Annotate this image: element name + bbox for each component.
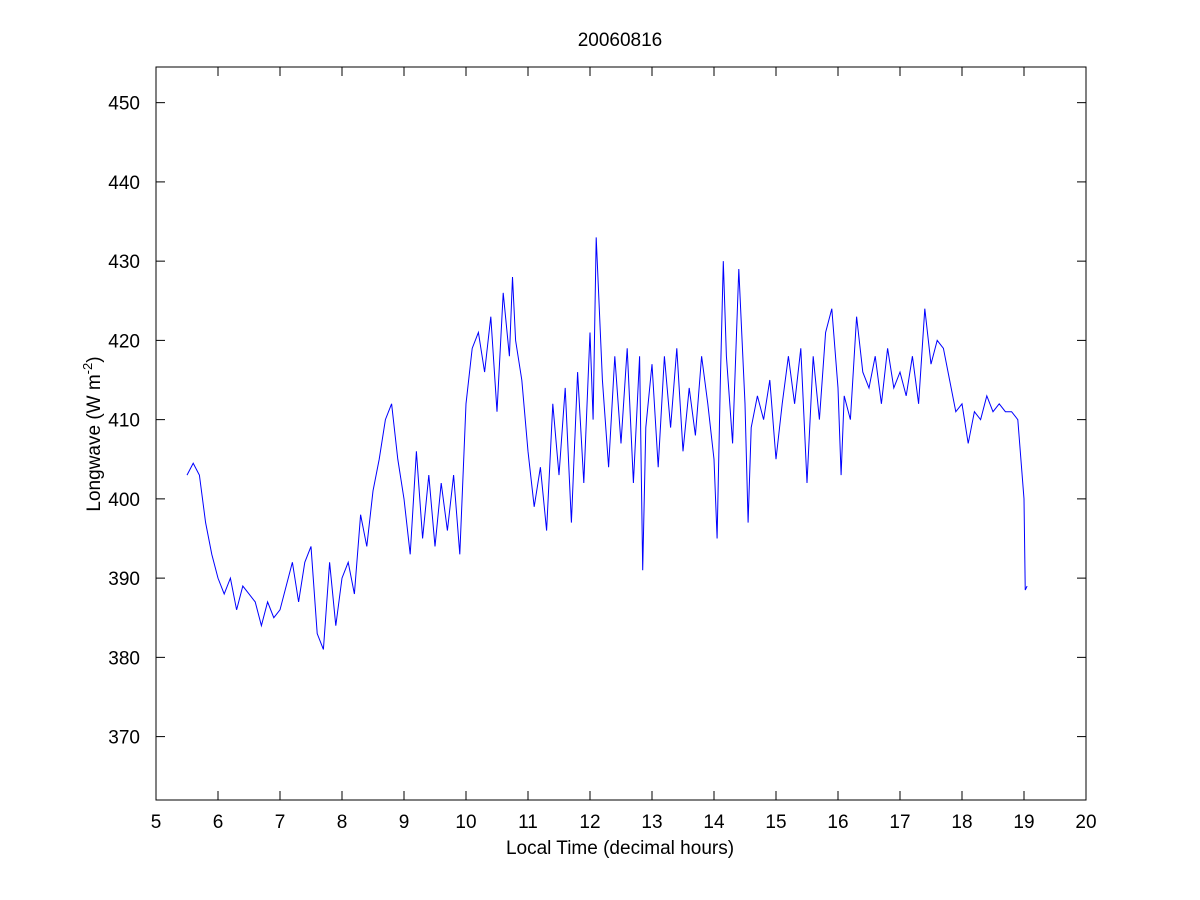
x-tick-label: 13	[641, 812, 662, 833]
x-tick-label: 7	[275, 812, 286, 833]
x-tick-label: 11	[518, 812, 538, 833]
y-tick-label: 440	[108, 173, 140, 194]
x-tick-label: 19	[1013, 812, 1034, 833]
y-tick-label: 370	[108, 728, 140, 749]
y-tick-label: 430	[108, 252, 140, 273]
y-tick-label: 400	[108, 490, 140, 511]
y-label-text: Longwave (W m	[84, 374, 105, 511]
y-axis-label: Longwave (W m-2)	[80, 356, 105, 511]
x-tick-label: 5	[151, 812, 162, 833]
y-label-end: )	[84, 356, 105, 362]
x-tick-label: 18	[951, 812, 972, 833]
y-tick-label: 410	[108, 411, 140, 432]
x-tick-label: 15	[765, 812, 786, 833]
data-line	[186, 237, 1028, 650]
y-tick-label: 450	[108, 94, 140, 115]
plot-area	[155, 66, 1087, 801]
x-tick-label: 8	[337, 812, 348, 833]
x-tick-label: 10	[455, 812, 476, 833]
x-axis-label: Local Time (decimal hours)	[506, 838, 734, 859]
x-tick-label: 9	[399, 812, 410, 833]
x-tick-label: 14	[703, 812, 725, 833]
y-tick-label: 420	[108, 331, 140, 352]
x-tick-label: 12	[579, 812, 600, 833]
x-tick-label: 6	[213, 812, 224, 833]
chart-title: 20060816	[578, 30, 663, 51]
x-tick-label: 20	[1075, 812, 1096, 833]
y-tick-label: 380	[108, 648, 140, 669]
x-tick-label: 17	[889, 812, 910, 833]
y-label-sup: -2	[80, 363, 95, 375]
y-tick-label: 390	[108, 569, 140, 590]
x-tick-label: 16	[827, 812, 848, 833]
